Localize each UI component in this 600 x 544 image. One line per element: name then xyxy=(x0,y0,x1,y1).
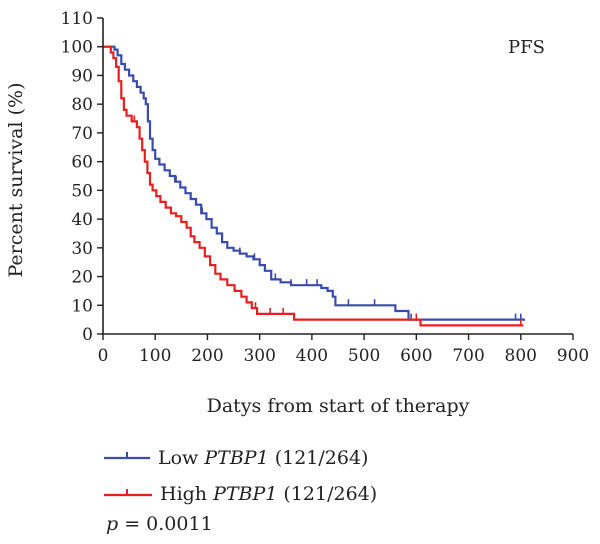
legend-item-low: Low PTBP1 (121/264) xyxy=(104,447,368,469)
x-tick-label: 0 xyxy=(98,346,109,366)
x-axis-title: Datys from start of therapy xyxy=(207,395,470,417)
legend-item-high: High PTBP1 (121/264) xyxy=(104,483,377,505)
series-layer xyxy=(103,45,525,327)
x-tick-label: 400 xyxy=(296,346,328,366)
x-tick-label: 800 xyxy=(505,346,537,366)
p-value: p = 0.0011 xyxy=(106,513,213,535)
y-tick-label: 0 xyxy=(82,325,93,345)
legend-label-low: Low PTBP1 (121/264) xyxy=(158,447,368,469)
y-tick-label: 110 xyxy=(61,9,93,29)
y-tick-label: 90 xyxy=(71,66,93,86)
y-axis-ticks: 0 10 20 30 40 50 60 70 80 90 100 110 xyxy=(61,9,103,345)
y-tick-label: 70 xyxy=(71,124,93,144)
y-tick-label: 30 xyxy=(71,239,93,259)
x-tick-label: 500 xyxy=(348,346,380,366)
y-tick-label: 60 xyxy=(71,153,93,173)
y-tick-label: 50 xyxy=(71,181,93,201)
series-line-high xyxy=(103,45,524,327)
x-tick-label: 900 xyxy=(557,346,589,366)
legend: Low PTBP1 (121/264) High PTBP1 (121/264) xyxy=(104,447,377,505)
y-axis-title: Percent survival (%) xyxy=(5,83,27,278)
x-tick-label: 700 xyxy=(452,346,484,366)
y-tick-label: 100 xyxy=(61,38,93,58)
y-tick-label: 10 xyxy=(71,296,93,316)
x-tick-label: 300 xyxy=(243,346,275,366)
y-tick-label: 80 xyxy=(71,95,93,115)
legend-label-high: High PTBP1 (121/264) xyxy=(160,483,377,505)
plot-area: 0 10 20 30 40 50 60 70 80 90 100 110 0 100 200 300 400 5… xyxy=(61,9,590,366)
x-tick-label: 600 xyxy=(400,346,432,366)
x-tick-label: 100 xyxy=(139,346,171,366)
series-line-low xyxy=(103,45,525,321)
y-tick-label: 40 xyxy=(71,210,93,230)
x-axis-ticks: 0 100 200 300 400 500 600 700 800 900 xyxy=(98,334,589,366)
x-tick-label: 200 xyxy=(191,346,223,366)
y-tick-label: 20 xyxy=(71,268,93,288)
pfs-annotation: PFS xyxy=(508,37,545,58)
